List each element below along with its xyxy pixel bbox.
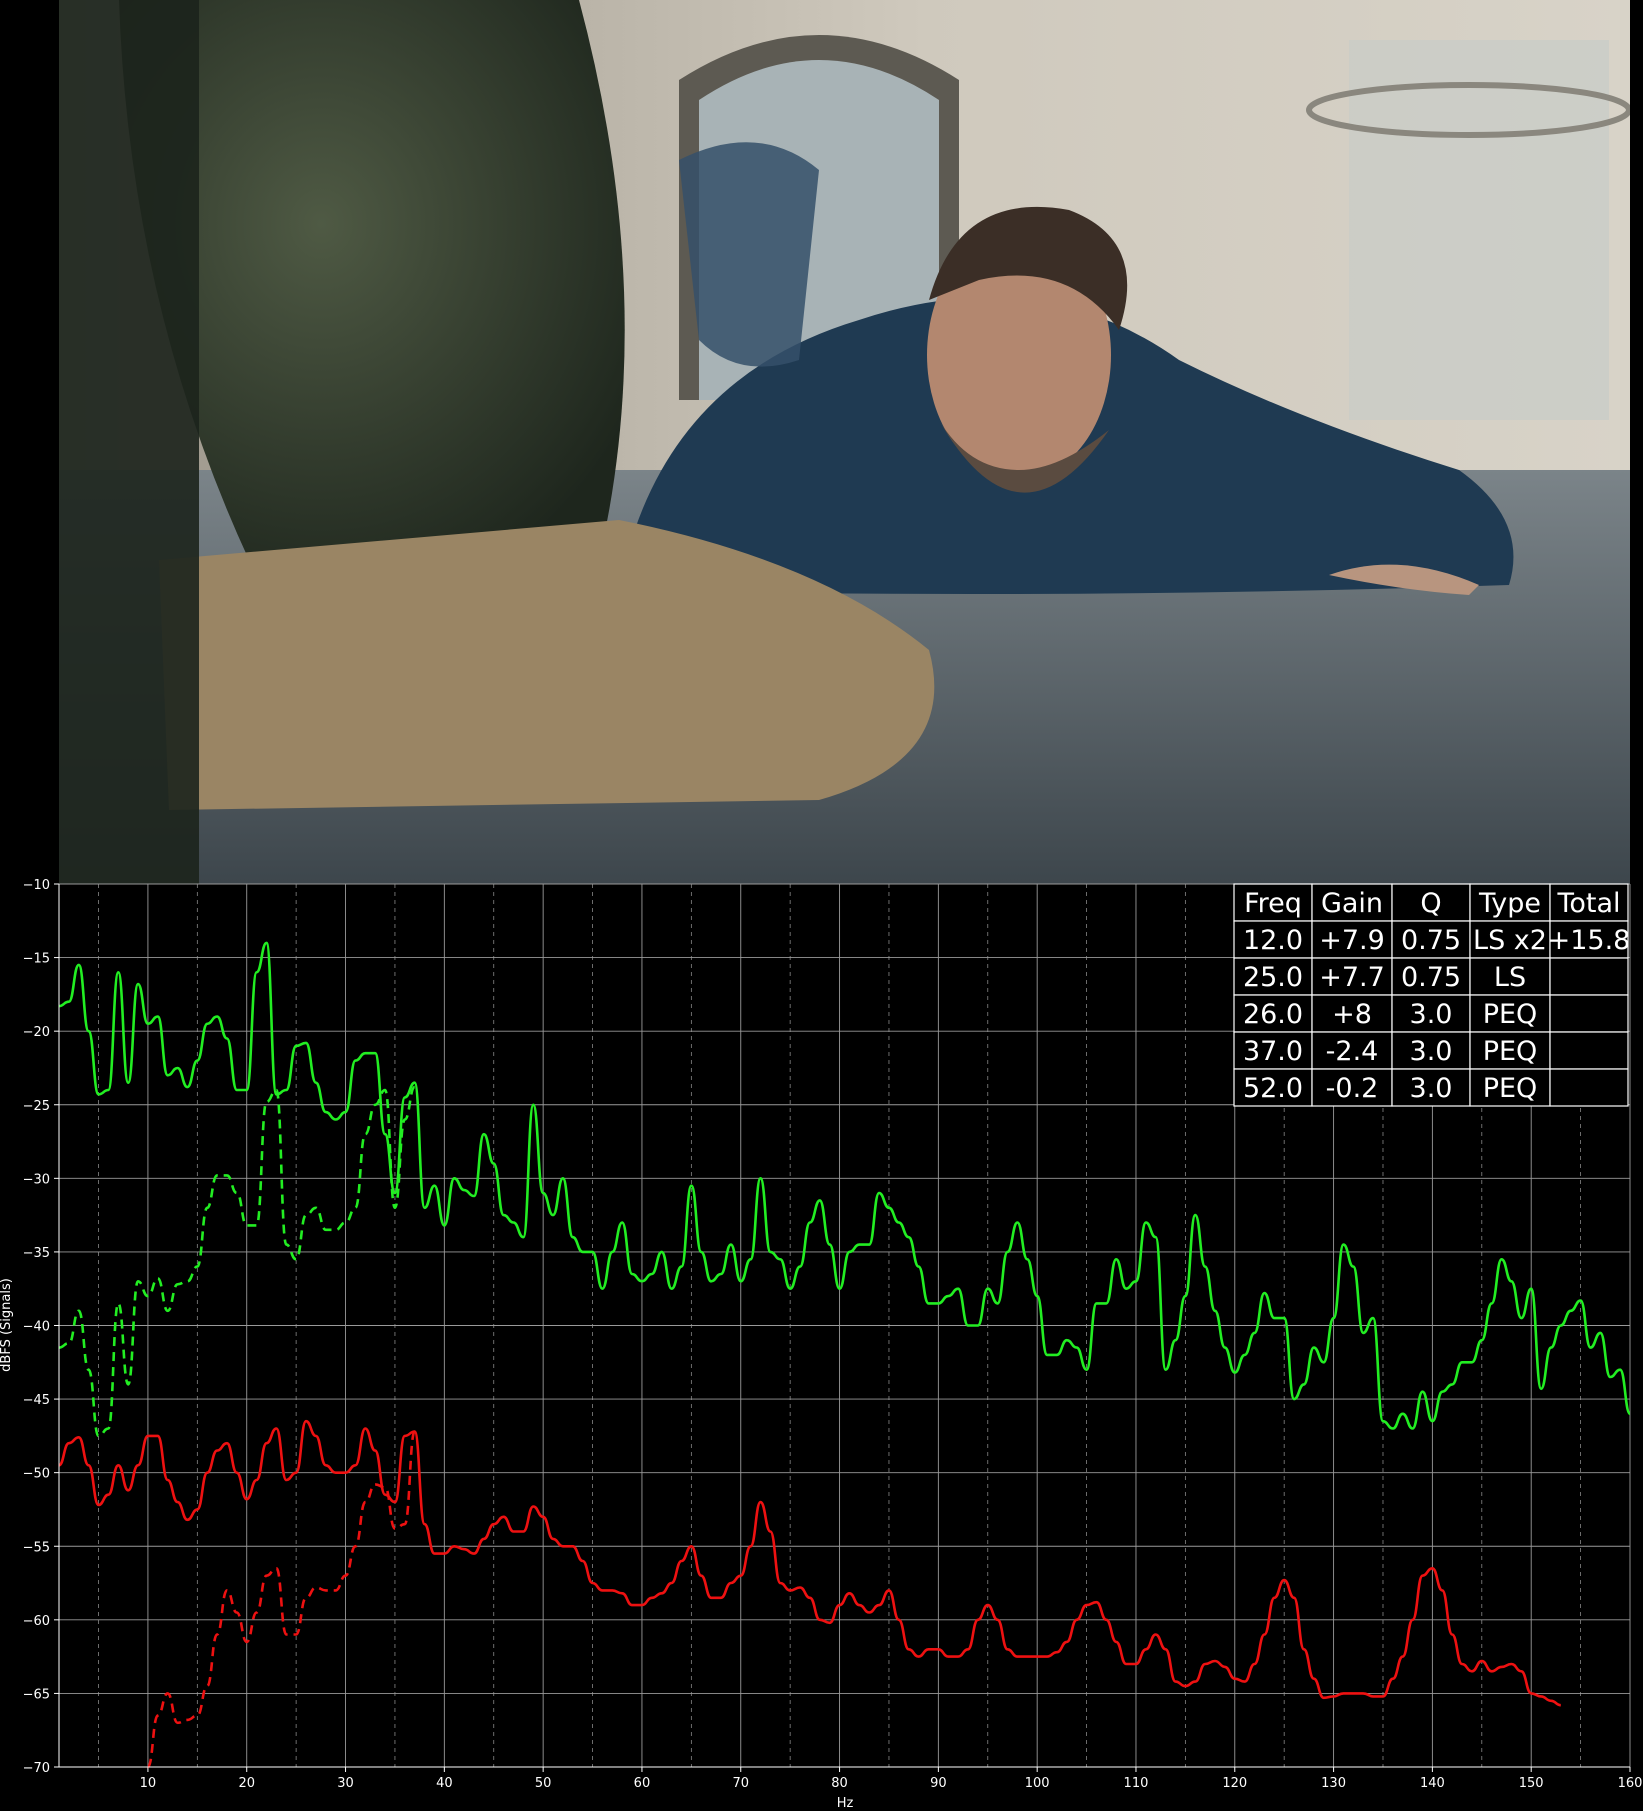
y-tick-label: −30: [23, 1172, 50, 1187]
table-cell-text: +7.7: [1319, 962, 1385, 993]
x-tick-label: 140: [1420, 1776, 1445, 1791]
eq-table: Freq Gain Q Type Total 12.0 +7.9 0.75 LS x2 +15.8…: [1233, 883, 1631, 1107]
table-header-text: Freq: [1244, 888, 1302, 919]
table-cell: [1233, 1031, 1313, 1070]
table-cell-text: 0.75: [1401, 925, 1461, 956]
x-tick-label: 70: [732, 1776, 749, 1791]
x-tick-label: 150: [1519, 1776, 1544, 1791]
table-cell: [1311, 1068, 1393, 1107]
table-cell: [1549, 994, 1629, 1033]
table-cell-text: -2.4: [1326, 1036, 1379, 1067]
x-tick-label: 20: [238, 1776, 255, 1791]
table-cell-text: 26.0: [1243, 999, 1303, 1030]
table-cell: [1391, 994, 1471, 1033]
y-tick-label: −65: [23, 1687, 50, 1702]
series-line-1: [58, 941, 1632, 1430]
table-cell-text: PEQ: [1483, 999, 1538, 1030]
table-header-text: Total: [1556, 888, 1620, 919]
y-tick-label: −45: [23, 1393, 50, 1408]
table-cell: [1469, 920, 1551, 959]
x-tick-label: 80: [831, 1776, 848, 1791]
x-tick-label: 10: [140, 1776, 157, 1791]
table-header-cell: [1391, 883, 1471, 922]
x-tick-label: 60: [634, 1776, 651, 1791]
table-cell: [1233, 1068, 1313, 1107]
table-cell-text: LS: [1494, 962, 1526, 993]
table-cell-text: 12.0: [1243, 925, 1303, 956]
table-cell-text: PEQ: [1483, 1036, 1538, 1067]
table-header-text: Q: [1420, 888, 1441, 919]
x-axis-title: Hz: [837, 1796, 854, 1811]
x-tick-label: 90: [930, 1776, 947, 1791]
table-cell: [1549, 920, 1629, 959]
table-cell: [1311, 957, 1393, 996]
table-cell: [1549, 1068, 1629, 1107]
y-tick-label: −25: [23, 1099, 50, 1114]
table-cell: [1391, 1068, 1471, 1107]
series-line-2: [58, 1085, 416, 1438]
x-tick-label: 160: [1618, 1776, 1643, 1791]
y-tick-labels: −10 −15 −20 −25 −30 −35 −40 −45 −50 −55 −60 −65 −70: [23, 878, 50, 1776]
table-header-cell: [1469, 883, 1551, 922]
x-tick-labels: 10 20 30 40 50 60 70 80 90 100 110 120 130 140 150 160: [140, 1776, 1643, 1791]
y-axis-title: dBFS (Signals): [0, 1278, 14, 1372]
table-cell-text: 3.0: [1410, 1073, 1453, 1104]
table-cell-text: 3.0: [1410, 1036, 1453, 1067]
y-tick-label: −55: [23, 1540, 50, 1555]
table-cell: [1469, 1068, 1551, 1107]
y-tick-label: −35: [23, 1246, 50, 1261]
x-tick-label: 110: [1124, 1776, 1149, 1791]
table-cell-text: 3.0: [1410, 999, 1453, 1030]
x-tick-label: 120: [1222, 1776, 1247, 1791]
y-tick-label: −15: [23, 952, 50, 967]
table-header-text: Gain: [1321, 888, 1383, 919]
y-tick-label: −70: [23, 1761, 50, 1776]
table-cell-text: +8: [1332, 999, 1372, 1030]
x-tick-label: 40: [436, 1776, 453, 1791]
table-cell: [1311, 994, 1393, 1033]
x-tick-label: 50: [535, 1776, 552, 1791]
y-tick-label: −10: [23, 878, 50, 893]
table-cell: [1469, 994, 1551, 1033]
y-tick-label: −20: [23, 1025, 50, 1040]
y-tick-label: −60: [23, 1614, 50, 1629]
table-cell-text: +15.8: [1548, 925, 1631, 956]
table-cell: [1311, 920, 1393, 959]
x-tick-label: 130: [1321, 1776, 1346, 1791]
series-line-3: [58, 1419, 1561, 1707]
table-cell-text: PEQ: [1483, 1073, 1538, 1104]
table-cell: [1391, 1031, 1471, 1070]
table-cell: [1549, 1031, 1629, 1070]
table-cell-text: 0.75: [1401, 962, 1461, 993]
film-still-photo: [59, 0, 1630, 884]
y-tick-label: −40: [23, 1320, 50, 1335]
y-tick-label: −50: [23, 1467, 50, 1482]
table-cell: [1391, 920, 1471, 959]
table-cell-text: 52.0: [1243, 1073, 1303, 1104]
x-tick-label: 30: [337, 1776, 354, 1791]
table-cell: [1549, 957, 1629, 996]
table-cell-text: 37.0: [1243, 1036, 1303, 1067]
table-cell-text: LS x2: [1473, 925, 1547, 956]
plot-lines: [58, 941, 1632, 1769]
series-line-4: [146, 1430, 416, 1769]
table-cell-text: 25.0: [1243, 962, 1303, 993]
table-header-text: Type: [1478, 888, 1541, 919]
x-tick-label: 100: [1025, 1776, 1050, 1791]
table-cell-text: +7.9: [1319, 925, 1385, 956]
table-cell: [1233, 920, 1313, 959]
table-cell-text: -0.2: [1326, 1073, 1379, 1104]
